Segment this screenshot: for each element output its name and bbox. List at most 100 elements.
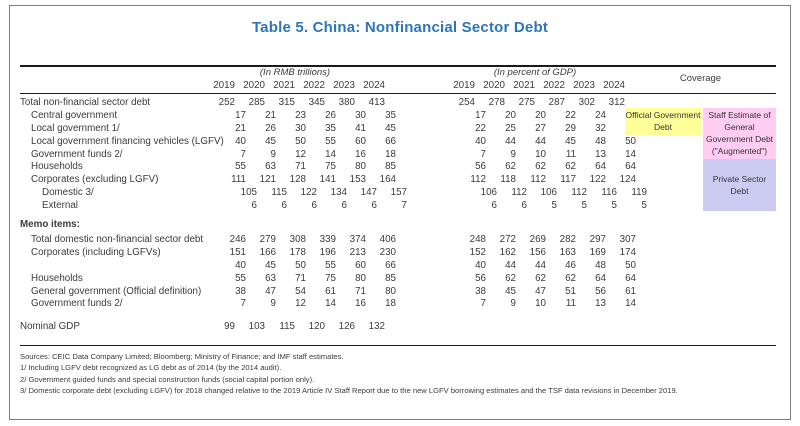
cell-pct-value: 106	[480, 187, 497, 199]
cell-rmb-value: 80	[355, 272, 366, 284]
cell-rmb-value: 345	[308, 96, 325, 108]
cell-rmb-value: 21	[265, 109, 276, 121]
cell-rmb-value: 35	[325, 122, 336, 134]
row-label: General government (Official definition)	[31, 285, 202, 297]
cell-pct-value: 38	[475, 285, 486, 297]
cell-pct-value: 162	[499, 246, 516, 258]
cell-rmb-value: 157	[390, 187, 407, 199]
cell-rmb-value: 18	[385, 298, 396, 310]
cell-pct-value: 29	[565, 122, 576, 134]
cell-rmb-value: 16	[355, 148, 366, 160]
table-row: Local government 1/21 26 30 35 41 45 22 25 27 29 3…	[20, 122, 647, 135]
cell-pct-value: 119	[631, 187, 647, 199]
cell-rmb-value: 153	[349, 174, 366, 186]
row-label: Total non-financial sector debt	[20, 96, 151, 108]
year-label: 2019	[213, 79, 235, 91]
cell-rmb-value: 196	[319, 246, 336, 258]
cell-pct-value: 6	[491, 200, 497, 212]
cell-pct-value: 5	[641, 200, 647, 212]
table-row: Total non-financial sector debt 252 285 315…	[20, 96, 647, 109]
cell-pct-value: 6	[521, 200, 527, 212]
cell-pct-value: 117	[560, 174, 576, 186]
year-label: 2021	[273, 79, 295, 91]
cell-pct-value: 64	[625, 161, 636, 173]
year-label: 2024	[603, 79, 625, 91]
table-row: Domestic 3/105 115 122 134 147 157 106 112 106 11…	[20, 186, 647, 199]
cell-pct-value: 22	[475, 122, 486, 134]
column-group-rmb-trillions: (In RMB trillions)	[259, 67, 331, 78]
cell-pct-value: 297	[589, 233, 606, 245]
cell-rmb-value: 128	[289, 174, 306, 186]
cell-rmb-value: 66	[385, 135, 396, 147]
cell-pct-value: 47	[535, 285, 546, 297]
footnote-2: 2/ Government guided funds and special c…	[20, 374, 315, 384]
cell-pct-value: 17	[475, 109, 486, 121]
table-row: Corporates (excluding LGFV) 111 121 128 141 1…	[20, 173, 647, 186]
year-label: 2020	[483, 79, 505, 91]
cell-rmb-value: 7	[401, 200, 407, 212]
cell-pct-value: 46	[565, 259, 576, 271]
year-label: 2023	[333, 79, 355, 91]
cell-pct-value: 248	[469, 233, 486, 245]
cell-rmb-value: 9	[270, 298, 276, 310]
cell-pct-value: 62	[505, 161, 516, 173]
cell-rmb-value: 339	[319, 233, 336, 245]
cell-rmb-value: 406	[379, 233, 396, 245]
cell-rmb-value: 75	[325, 161, 336, 173]
coverage-header: Coverage	[679, 73, 722, 84]
column-group-percent-gdp: (In percent of GDP)	[493, 67, 577, 78]
cell-rmb-value: 7	[240, 148, 246, 160]
cell-pct-value: 13	[595, 148, 606, 160]
cell-pct-value: 20	[505, 109, 516, 121]
cell-pct-value: 62	[535, 272, 546, 284]
table-row: Government funds 2/7 9 12 14 16 18 7 9 10 11 13 14	[20, 297, 636, 310]
cell-rmb-value: 55	[235, 161, 246, 173]
memo-table-body: Total domestic non-financial sector debt…	[20, 233, 636, 310]
year-header-row: 2019 2020 2021 2022 2023 2024 2019 2020 2021 2022…	[20, 79, 625, 92]
cell-rmb-value: 60	[355, 135, 366, 147]
cell-rmb-value: 55	[235, 272, 246, 284]
cell-pct-value: 40	[475, 259, 486, 271]
cell-pct-value: 50	[625, 259, 636, 271]
cell-rmb-value: 105	[240, 187, 257, 199]
cell-pct-value: 13	[595, 298, 606, 310]
cell-rmb-value: 71	[295, 161, 306, 173]
cell-rmb-value: 21	[235, 122, 246, 134]
cell-pct-value: 122	[589, 174, 606, 186]
row-label: Households	[31, 272, 83, 284]
cell-rmb-value: 230	[379, 246, 396, 258]
cell-rmb-value: 71	[295, 272, 306, 284]
year-label: 2022	[543, 79, 565, 91]
cell-pct-value: 124	[619, 174, 636, 186]
cell-pct-value: 48	[595, 259, 606, 271]
cell-pct-value: 7	[480, 298, 486, 310]
cell-rmb-value: 141	[319, 174, 336, 186]
cell-rmb-value: 40	[235, 135, 246, 147]
cell-rmb-value: 9	[270, 148, 276, 160]
cell-rmb-value: 71	[355, 285, 366, 297]
cell-pct-value: 44	[505, 135, 516, 147]
cell-rmb-value: 285	[248, 96, 265, 108]
cell-rmb-value: 17	[235, 109, 246, 121]
cell-rmb-value: 132	[368, 320, 385, 332]
cell-pct-value: 9	[510, 298, 516, 310]
table-row: Local government financing vehicles (LGF…	[20, 135, 647, 148]
cell-pct-value: 22	[565, 109, 576, 121]
cell-pct-value: 307	[619, 233, 636, 245]
cell-pct-value: 10	[535, 148, 546, 160]
cell-rmb-value: 80	[385, 285, 396, 297]
main-table-body: Total non-financial sector debt 252 285 315…	[20, 96, 647, 212]
cell-rmb-value: 166	[259, 246, 276, 258]
cell-rmb-value: 60	[355, 259, 366, 271]
cell-rmb-value: 120	[308, 320, 325, 332]
cell-pct-value: 282	[559, 233, 576, 245]
cell-pct-value: 118	[500, 174, 516, 186]
cell-rmb-value: 66	[385, 259, 396, 271]
cell-pct-value: 116	[601, 187, 617, 199]
cell-rmb-value: 16	[355, 298, 366, 310]
cell-pct-value: 11	[565, 148, 576, 160]
cell-pct-value: 275	[518, 96, 535, 108]
row-label: Domestic 3/	[42, 187, 94, 199]
footnote-3: 3/ Domestic corporate debt (excluding LG…	[20, 386, 678, 396]
cell-pct-value: 45	[505, 285, 516, 297]
